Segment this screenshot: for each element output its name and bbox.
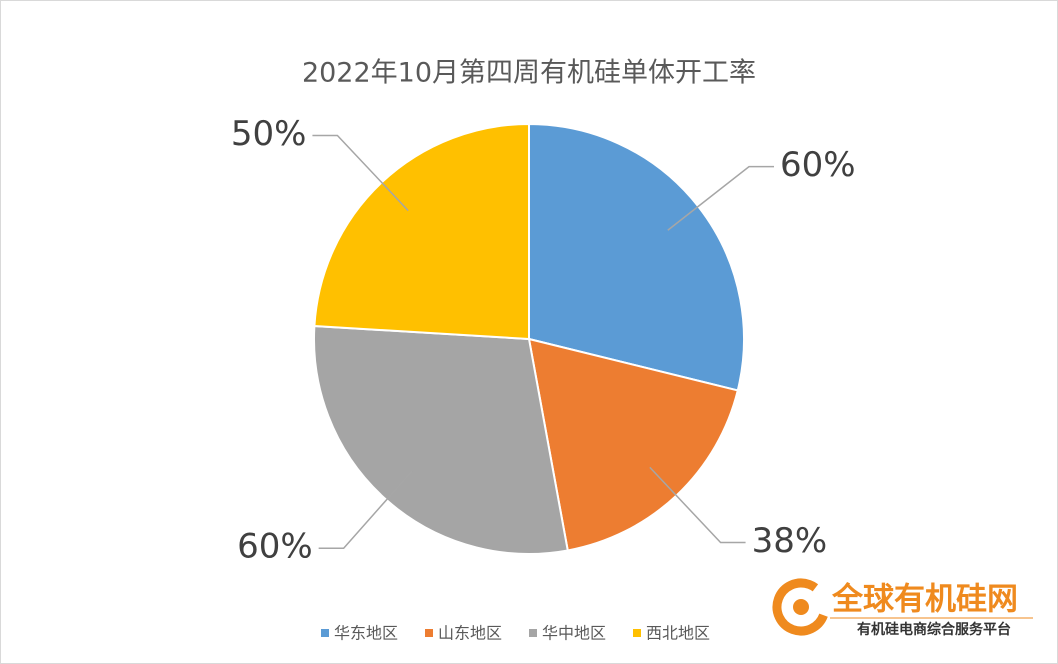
- watermark-subtitle: 有机硅电商综合服务平台: [857, 621, 1011, 638]
- legend-swatch: [633, 629, 641, 637]
- chart-title: 2022年10月第四周有机硅单体开工率: [302, 58, 756, 89]
- legend-label: 华东地区: [334, 624, 398, 643]
- legend-label: 山东地区: [438, 624, 502, 643]
- data-label: 38%: [752, 521, 828, 561]
- legend-swatch: [425, 629, 433, 637]
- legend-swatch: [529, 629, 537, 637]
- leader-line: [318, 470, 413, 549]
- data-label: 60%: [237, 527, 313, 567]
- legend-swatch: [321, 629, 329, 637]
- leader-line: [649, 466, 746, 544]
- watermark-title: 全球有机硅网: [831, 582, 1018, 618]
- leader-line: [667, 165, 775, 231]
- data-label: 50%: [231, 114, 307, 154]
- legend-label: 华中地区: [542, 624, 606, 643]
- watermark-logo: [772, 578, 830, 636]
- leader-line: [312, 134, 409, 212]
- legend-label: 西北地区: [646, 624, 710, 643]
- data-label: 60%: [780, 145, 856, 185]
